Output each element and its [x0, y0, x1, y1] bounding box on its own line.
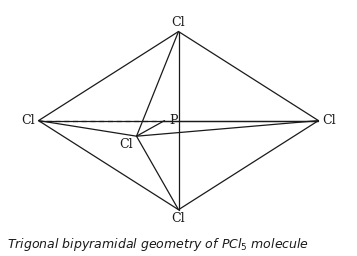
Text: P: P — [169, 114, 177, 127]
Text: Cl: Cl — [172, 212, 185, 225]
Text: Cl: Cl — [172, 16, 185, 29]
Text: Cl: Cl — [21, 114, 35, 127]
Text: Cl: Cl — [119, 138, 133, 151]
Text: Cl: Cl — [322, 114, 336, 127]
Text: $\mathit{Trigonal\ bipyramidal\ geometry\ of\ PCl_5\ molecule}$: $\mathit{Trigonal\ bipyramidal\ geometry… — [7, 237, 309, 253]
